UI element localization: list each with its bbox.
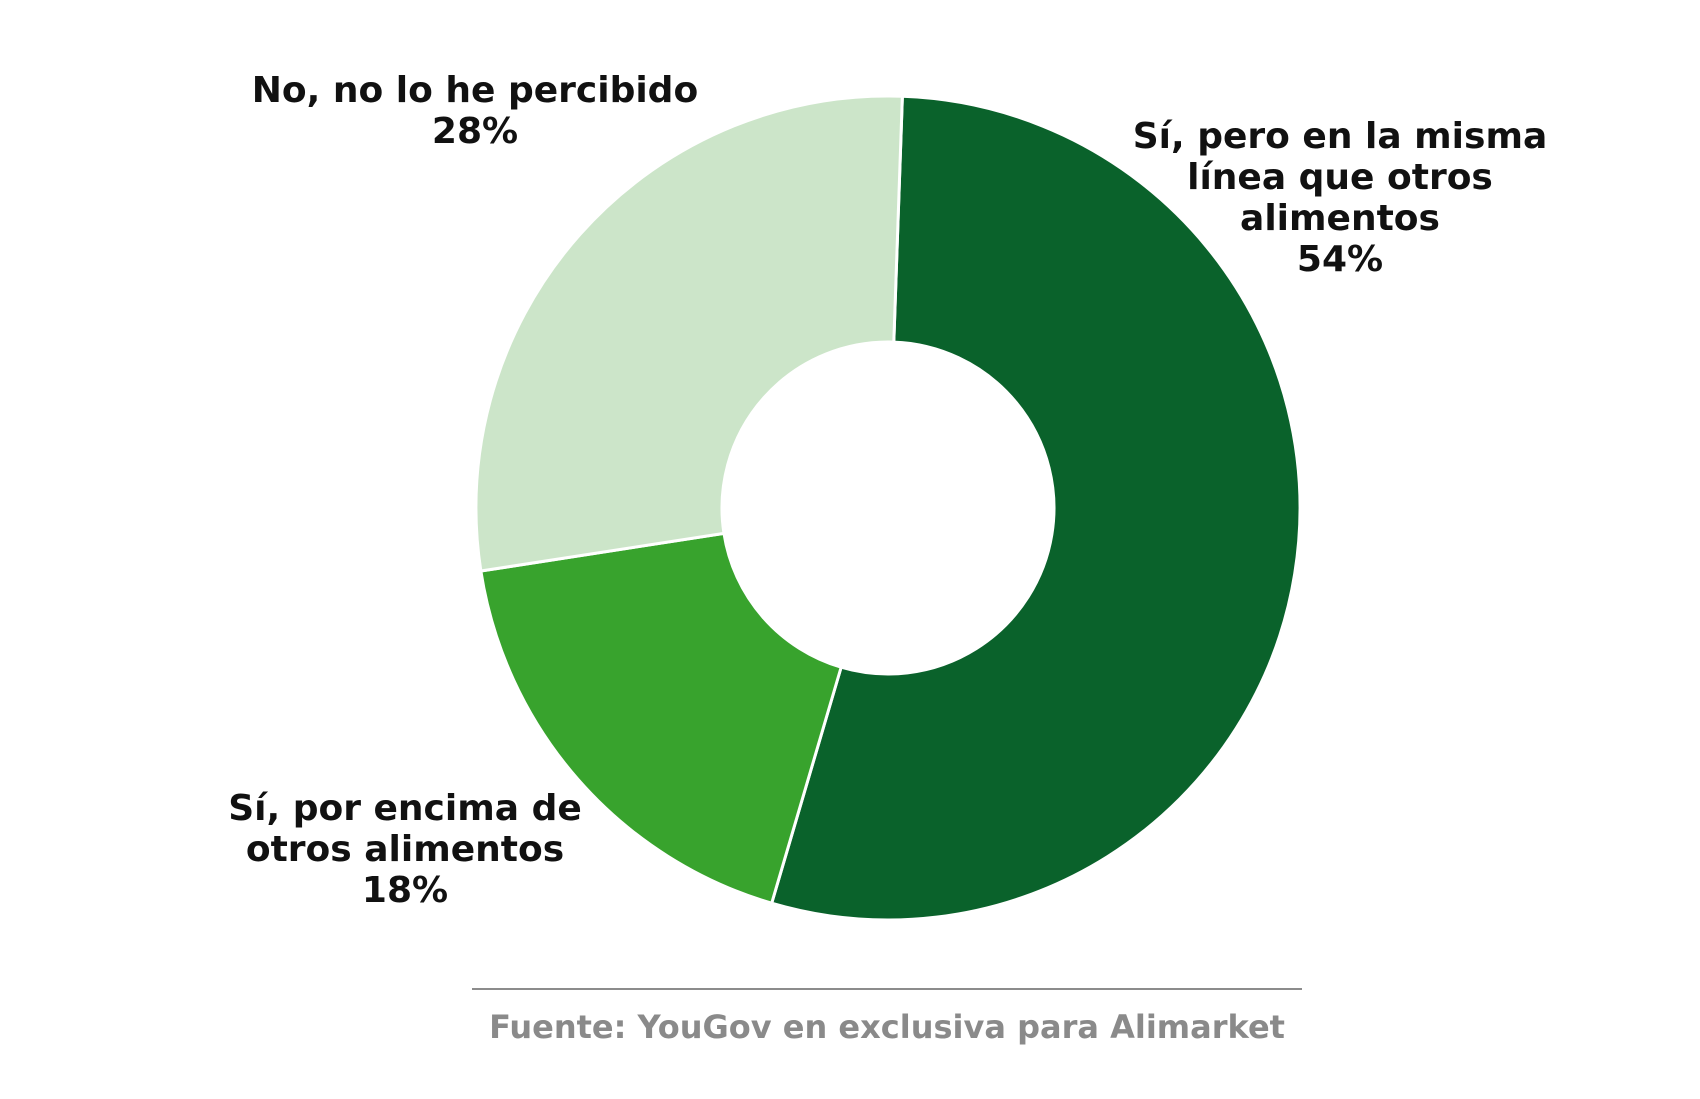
slice-label-line: línea que otros: [1187, 157, 1493, 198]
donut-slice: [474, 94, 904, 573]
slice-label-line: Sí, pero en la misma: [1133, 116, 1548, 157]
slice-label-line: Sí, por encima de: [228, 788, 582, 829]
donut-slice: [479, 531, 843, 905]
donut-slices: [474, 94, 1302, 922]
slice-label-line: No, no lo he percibido: [252, 70, 698, 111]
slice-value-label: 18%: [362, 870, 448, 911]
slice-labels: Sí, pero en la misma línea que otros alime…: [228, 70, 1547, 911]
slice-label: Sí, por encima de otros alimentos 18%: [228, 788, 582, 911]
slice-label: No, no lo he percibido 28%: [252, 70, 698, 152]
source-note: Fuente: YouGov en exclusiva para Alimark…: [489, 1008, 1285, 1046]
slice-label-line: otros alimentos: [246, 829, 564, 870]
slice-value-label: 28%: [432, 111, 518, 152]
slice-label: Sí, pero en la misma línea que otros alime…: [1133, 116, 1548, 280]
donut-slice: [770, 94, 1302, 922]
slice-label-line: alimentos: [1240, 198, 1440, 239]
slice-value-label: 54%: [1297, 239, 1383, 280]
source-divider: [472, 988, 1302, 990]
